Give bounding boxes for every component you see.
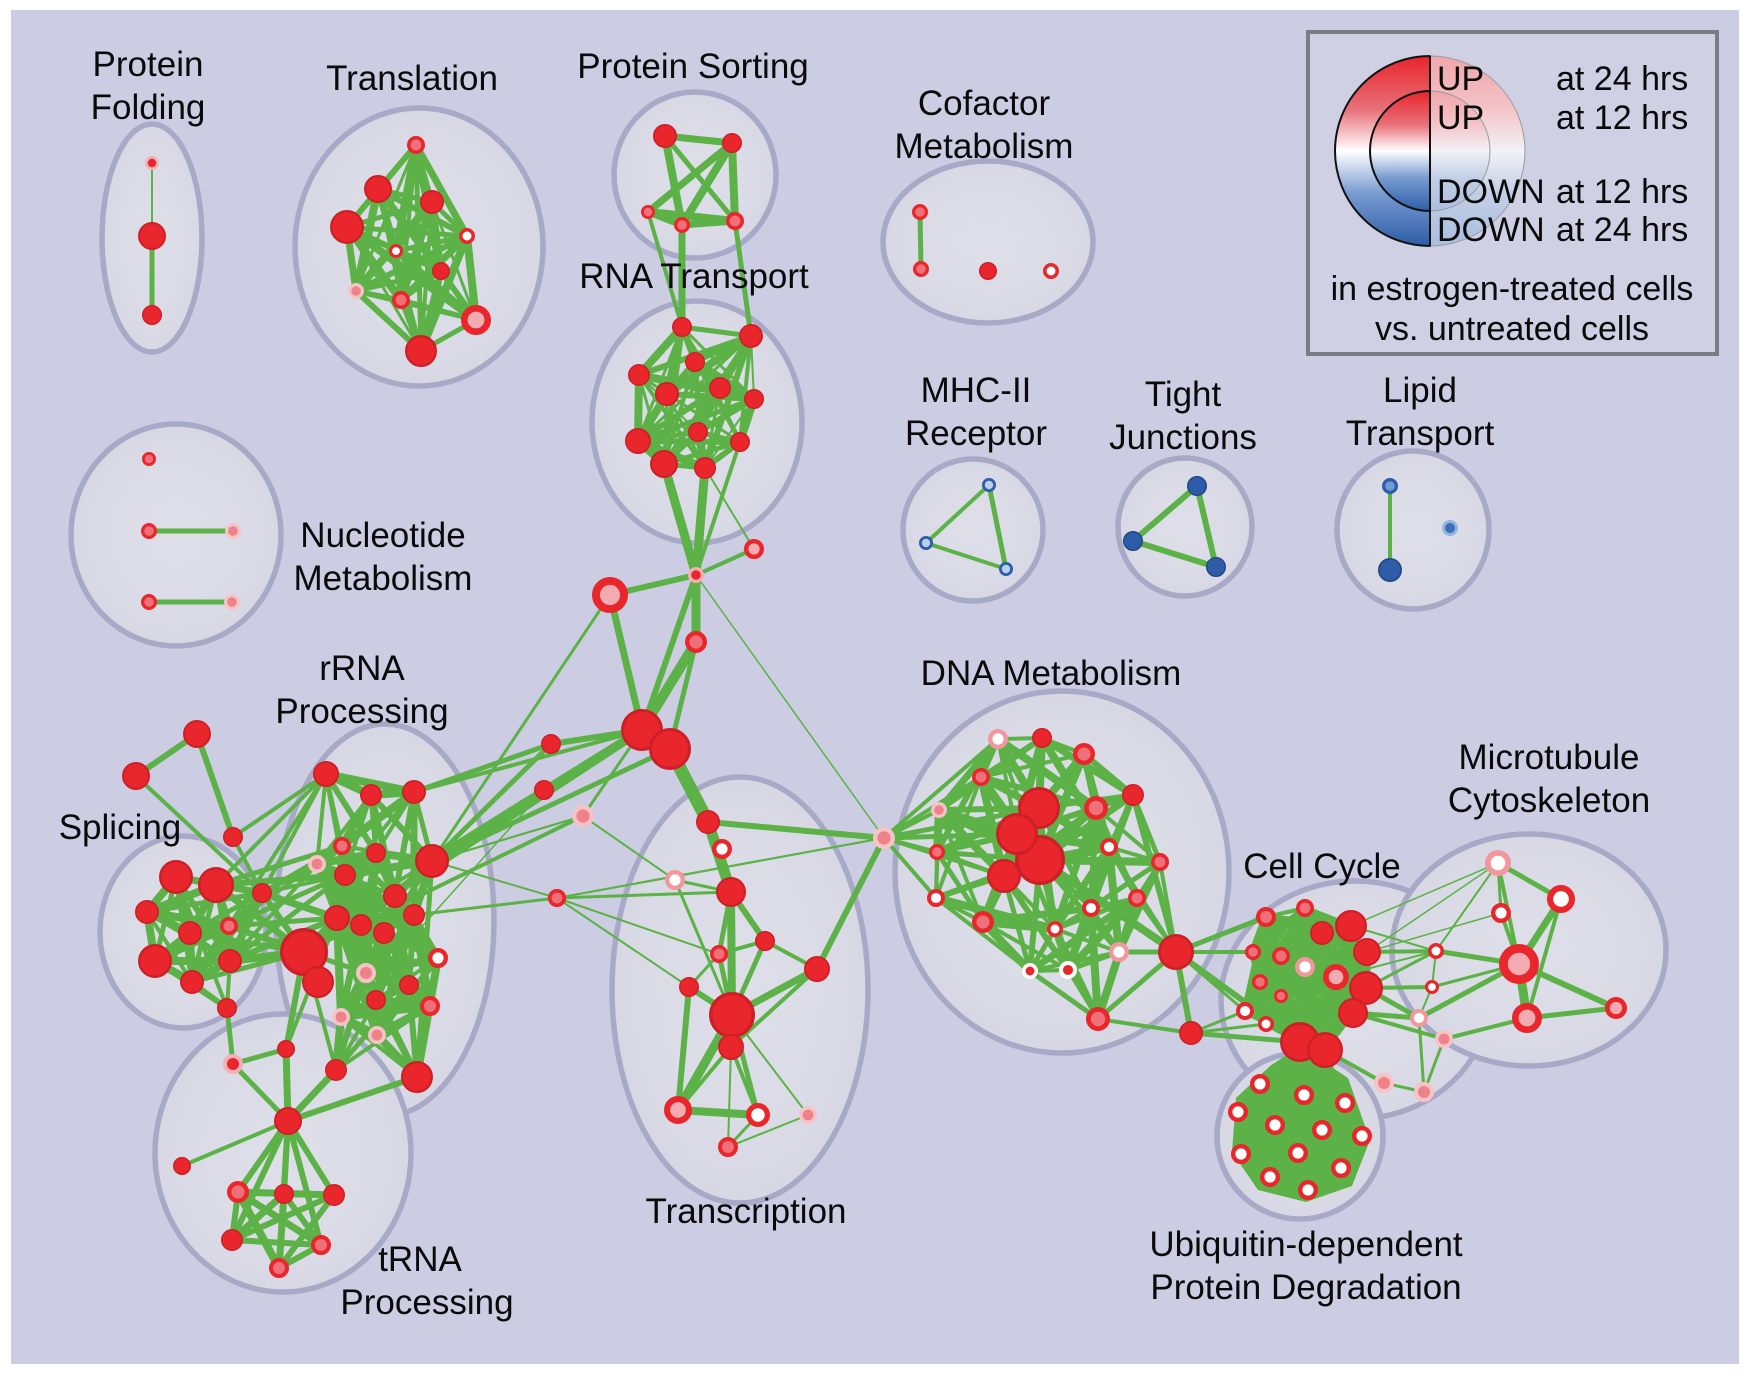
- svg-text:at 24 hrs: at 24 hrs: [1556, 211, 1688, 249]
- svg-text:Protein Degradation: Protein Degradation: [1150, 1268, 1461, 1307]
- svg-text:Processing: Processing: [275, 692, 448, 731]
- svg-text:rRNA: rRNA: [319, 649, 405, 688]
- svg-text:Protein: Protein: [93, 45, 204, 84]
- svg-text:RNA Transport: RNA Transport: [579, 257, 809, 296]
- svg-text:MHC-II: MHC-II: [921, 371, 1032, 410]
- svg-text:Transport: Transport: [1346, 414, 1495, 453]
- svg-text:at 12 hrs: at 12 hrs: [1556, 99, 1688, 137]
- svg-text:Translation: Translation: [326, 59, 498, 98]
- svg-text:Microtubule: Microtubule: [1459, 738, 1640, 777]
- svg-text:Cell Cycle: Cell Cycle: [1243, 847, 1401, 886]
- svg-text:DNA Metabolism: DNA Metabolism: [921, 654, 1182, 693]
- svg-text:Ubiquitin-dependent: Ubiquitin-dependent: [1149, 1225, 1463, 1264]
- svg-text:Metabolism: Metabolism: [294, 559, 473, 598]
- svg-text:in estrogen-treated cells: in estrogen-treated cells: [1331, 270, 1694, 308]
- svg-text:Processing: Processing: [340, 1283, 513, 1322]
- svg-text:DOWN: DOWN: [1437, 173, 1545, 211]
- svg-text:Cofactor: Cofactor: [918, 84, 1051, 123]
- svg-text:vs. untreated cells: vs. untreated cells: [1375, 310, 1649, 348]
- svg-text:Splicing: Splicing: [59, 808, 182, 847]
- svg-text:UP: UP: [1437, 60, 1484, 98]
- svg-text:Metabolism: Metabolism: [895, 127, 1074, 166]
- svg-text:Receptor: Receptor: [905, 414, 1047, 453]
- svg-text:tRNA: tRNA: [378, 1240, 462, 1279]
- svg-text:at 12 hrs: at 12 hrs: [1556, 173, 1688, 211]
- svg-text:Tight: Tight: [1145, 375, 1222, 414]
- svg-text:Junctions: Junctions: [1109, 418, 1257, 457]
- svg-text:DOWN: DOWN: [1437, 211, 1545, 249]
- svg-text:at 24 hrs: at 24 hrs: [1556, 60, 1688, 98]
- svg-text:Transcription: Transcription: [646, 1192, 847, 1231]
- svg-text:Lipid: Lipid: [1383, 371, 1457, 410]
- svg-text:Cytoskeleton: Cytoskeleton: [1448, 781, 1650, 820]
- svg-text:Protein Sorting: Protein Sorting: [577, 47, 809, 86]
- svg-text:UP: UP: [1437, 99, 1484, 137]
- svg-text:Folding: Folding: [91, 88, 206, 127]
- svg-text:Nucleotide: Nucleotide: [300, 516, 465, 555]
